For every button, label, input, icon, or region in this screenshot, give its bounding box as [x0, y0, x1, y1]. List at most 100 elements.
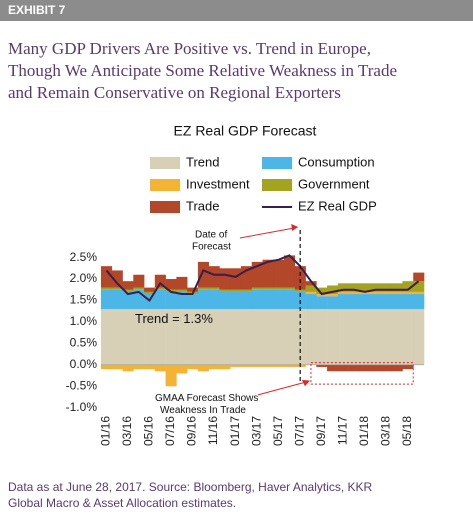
legend-swatch — [150, 201, 180, 213]
legend-swatch — [262, 179, 292, 191]
bar-segment — [251, 364, 263, 367]
bar-segment — [144, 364, 156, 370]
x-tick-label: 05/17 — [271, 416, 285, 446]
x-tick-label: 07/16 — [163, 416, 177, 446]
y-tick-label: 0.5% — [70, 336, 98, 350]
bar-segment — [284, 287, 296, 290]
bar-segment — [359, 309, 371, 365]
bar-segment — [402, 294, 414, 310]
bar-segment — [391, 309, 403, 365]
legend-swatch — [150, 179, 180, 191]
bar-segment — [327, 364, 339, 372]
bar-segment — [176, 364, 188, 374]
bar-segment — [370, 291, 382, 295]
title-line: Many GDP Drivers Are Positive vs. Trend … — [8, 39, 371, 58]
bar-segment — [316, 309, 328, 365]
bar-segment — [197, 289, 209, 310]
bar-segment — [187, 287, 199, 292]
x-tick-label: 01/17 — [228, 416, 242, 446]
bar-segment — [305, 285, 317, 292]
bar-segment — [391, 291, 403, 295]
bar-segment — [316, 364, 328, 367]
y-tick-label: -1.0% — [66, 400, 98, 414]
bar-segment — [337, 364, 349, 372]
bar-segment — [316, 287, 328, 295]
bar-segment — [240, 266, 253, 290]
bar-segment — [111, 287, 123, 290]
bar-segment — [208, 364, 220, 370]
bar-segment — [154, 287, 166, 290]
x-tick-label: 01/16 — [99, 416, 113, 446]
bar-segment — [101, 289, 113, 310]
weakness-arrowhead — [301, 379, 310, 387]
bar-segment — [402, 281, 414, 292]
bar-segment — [327, 309, 339, 365]
bar-segment — [391, 294, 403, 310]
bar-segment — [337, 309, 349, 365]
bar-segment — [348, 283, 360, 292]
bar-segment — [273, 309, 285, 365]
bar-segment — [251, 261, 263, 288]
bar-segment — [154, 364, 166, 372]
x-tick-label: 11/17 — [335, 416, 349, 445]
y-tick-label: 1.0% — [70, 314, 98, 328]
bar-segment — [144, 291, 156, 295]
bar-segment — [370, 364, 382, 372]
bar-segment — [219, 309, 231, 365]
bar-segment — [111, 270, 123, 288]
bar-segment — [208, 266, 220, 288]
bar-segment — [273, 287, 285, 290]
bar-segment — [370, 283, 382, 292]
bar-segment — [413, 294, 425, 310]
exhibit-label: EXHIBIT 7 — [8, 3, 66, 17]
bar-segment — [219, 291, 231, 310]
bar-segment — [111, 309, 123, 365]
bar-segment — [327, 285, 339, 295]
bar-segment — [154, 289, 166, 310]
bar-segment — [122, 309, 134, 365]
bar-segment — [402, 309, 414, 365]
y-tick-label: -0.5% — [66, 378, 98, 392]
weakness-label: GMAA Forecast Shows — [155, 393, 258, 404]
bar-segment — [262, 289, 274, 310]
bar-segment — [240, 364, 253, 367]
weakness-label: Weakness In Trade — [160, 405, 246, 416]
legend-label: Trend — [186, 154, 219, 169]
bar-segment — [413, 281, 425, 292]
x-tick-label: 05/16 — [142, 416, 156, 446]
forecast-label: Date of — [195, 230, 227, 241]
bar-segment — [133, 364, 145, 370]
bar-segment — [262, 287, 274, 290]
bar-segment — [391, 364, 403, 372]
bar-segment — [187, 364, 199, 370]
bar-segment — [348, 309, 360, 365]
bar-segment — [230, 364, 242, 367]
bar-segment — [230, 291, 242, 310]
bar-segment — [413, 309, 425, 365]
bar-segment — [359, 294, 371, 310]
bar-segment — [284, 309, 296, 365]
chart-title: EZ Real GDP Forecast — [174, 123, 317, 139]
bar-segment — [208, 289, 220, 310]
bar-segment — [101, 287, 113, 290]
x-tick-label: 03/18 — [378, 416, 392, 446]
bar-segment — [284, 289, 296, 310]
bar-segment — [402, 364, 414, 370]
bar-segment — [230, 309, 242, 365]
bar-segment — [370, 309, 382, 365]
legend-swatch — [262, 157, 292, 169]
bar-segment — [144, 287, 156, 292]
x-tick-label: 07/17 — [292, 416, 306, 446]
bar-segment — [348, 294, 360, 310]
bar-segment — [273, 289, 285, 310]
bar-segment — [380, 283, 392, 292]
bar-segment — [391, 283, 403, 292]
bar-segment — [251, 289, 263, 310]
bar-segment — [380, 364, 392, 372]
bar-segment — [294, 266, 306, 290]
bar-segment — [122, 291, 134, 310]
bar-segment — [348, 364, 360, 372]
x-tick-label: 03/17 — [249, 416, 263, 446]
bar-segment — [240, 309, 253, 365]
x-tick-label: 11/16 — [206, 416, 220, 445]
